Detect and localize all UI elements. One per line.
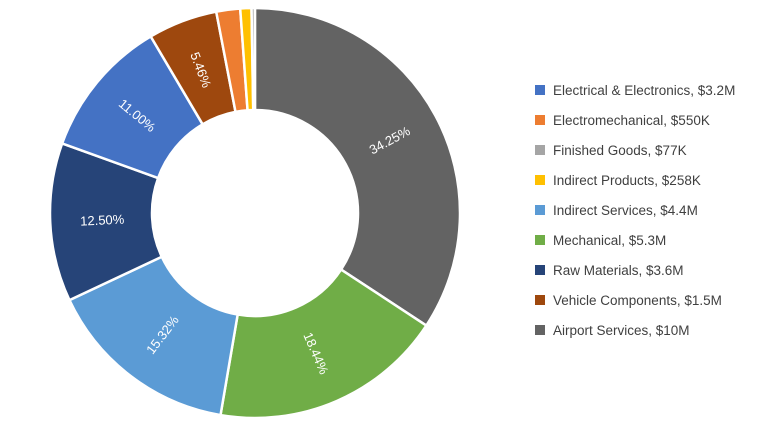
donut-slice-mechanical[interactable] — [219, 268, 428, 420]
legend-item[interactable]: Airport Services, $10M — [535, 315, 735, 345]
legend-swatch — [535, 175, 545, 185]
legend-swatch — [535, 115, 545, 125]
donut-slice-indirect-services[interactable] — [68, 255, 239, 417]
legend-item[interactable]: Electromechanical, $550K — [535, 105, 735, 135]
legend-label: Indirect Products, $258K — [553, 172, 701, 188]
legend-swatch — [535, 265, 545, 275]
legend-label: Raw Materials, $3.6M — [553, 262, 684, 278]
legend-item[interactable]: Finished Goods, $77K — [535, 135, 735, 165]
donut-chart: 34.25%18.44%15.32%12.50%11.00%5.46% — [48, 6, 462, 420]
legend-swatch — [535, 295, 545, 305]
legend-label: Airport Services, $10M — [553, 322, 690, 338]
slice-percent-label: 12.50% — [80, 212, 125, 229]
legend-item[interactable]: Raw Materials, $3.6M — [535, 255, 735, 285]
legend-item[interactable]: Indirect Services, $4.4M — [535, 195, 735, 225]
legend-label: Indirect Services, $4.4M — [553, 202, 698, 218]
legend-item[interactable]: Indirect Products, $258K — [535, 165, 735, 195]
legend-item[interactable]: Vehicle Components, $1.5M — [535, 285, 735, 315]
legend-swatch — [535, 235, 545, 245]
legend-label: Mechanical, $5.3M — [553, 232, 667, 248]
legend-swatch — [535, 145, 545, 155]
donut-slice-finished-goods[interactable] — [250, 6, 257, 112]
legend-label: Finished Goods, $77K — [553, 142, 687, 158]
legend-label: Electromechanical, $550K — [553, 112, 710, 128]
legend-swatch — [535, 85, 545, 95]
legend-label: Vehicle Components, $1.5M — [553, 292, 722, 308]
legend-label: Electrical & Electronics, $3.2M — [553, 82, 736, 98]
legend-item[interactable]: Electrical & Electronics, $3.2M — [535, 75, 735, 105]
legend: Electrical & Electronics, $3.2M Electrome… — [535, 75, 735, 345]
donut-slice-airport-services[interactable] — [253, 6, 462, 327]
legend-item[interactable]: Mechanical, $5.3M — [535, 225, 735, 255]
legend-swatch — [535, 325, 545, 335]
legend-swatch — [535, 205, 545, 215]
